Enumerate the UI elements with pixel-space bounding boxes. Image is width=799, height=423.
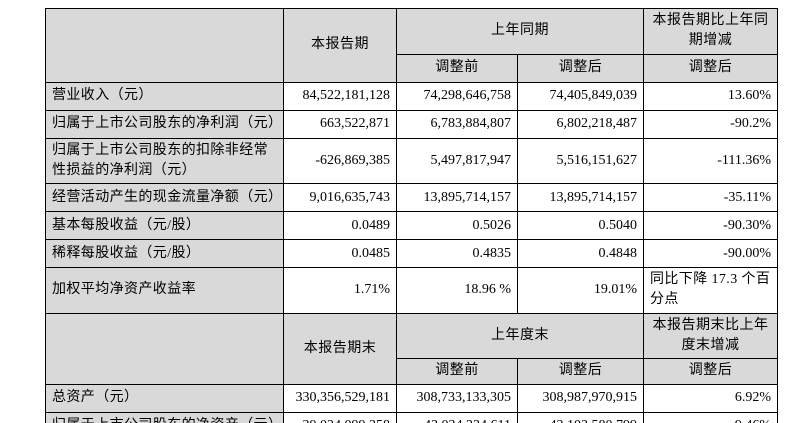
value-prior-after: 74,405,849,039 <box>517 81 644 111</box>
value-prior-before: 0.4835 <box>396 239 518 269</box>
metric-label: 归属于上市公司股东的扣除非经常性损益的净利润（元） <box>45 137 284 185</box>
value-current-period: -626,869,385 <box>283 137 397 185</box>
metric-label: 基本每股收益（元/股） <box>45 211 284 241</box>
metric-label: 经营活动产生的现金流量净额（元） <box>45 183 284 213</box>
value-prior-before: 13,895,714,157 <box>396 183 518 213</box>
value-current-period: 330,356,529,181 <box>283 383 397 413</box>
col-header-current-period-end: 本报告期末 <box>283 312 397 385</box>
metric-label: 稀释每股收益（元/股） <box>45 239 284 269</box>
value-change: -9.46% <box>643 411 778 423</box>
value-change: -90.2% <box>643 109 778 139</box>
value-prior-before: 74,298,646,758 <box>396 81 518 111</box>
value-prior-before: 43,034,234,611 <box>396 411 518 423</box>
value-change: -90.30% <box>643 211 778 241</box>
subheader-before-adjustment: 调整前 <box>396 53 518 83</box>
section2-header-row-2: 调整前 调整后 调整后 <box>46 358 778 385</box>
col-header-prior-period-group: 上年同期 <box>396 8 644 55</box>
value-change: -90.00% <box>643 239 778 269</box>
table-row-operating-cash-flow: 经营活动产生的现金流量净额（元） 9,016,635,743 13,895,71… <box>45 183 778 213</box>
metric-label: 总资产（元） <box>45 383 284 413</box>
table-row-revenue: 营业收入（元） 84,522,181,128 74,298,646,758 74… <box>45 81 778 111</box>
col-header-prior-year-end-group: 上年度末 <box>396 312 644 360</box>
metric-label: 归属于上市公司股东的净利润（元） <box>45 109 284 139</box>
value-prior-after: 13,895,714,157 <box>517 183 644 213</box>
value-change: 同比下降 17.3 个百分点 <box>643 267 778 314</box>
value-current-period: 0.0485 <box>283 239 397 269</box>
value-change: 6.92% <box>643 383 778 413</box>
table-row-total-assets: 总资产（元） 330,356,529,181 308,733,133,305 3… <box>45 383 778 413</box>
table-row-weighted-avg-roe: 加权平均净资产收益率 1.71% 18.96 % 19.01% 同比下降 17.… <box>45 267 778 314</box>
subheader-change-after-adjustment: 调整后 <box>643 358 778 385</box>
key-financials-table: 本报告期 上年同期 本报告期比上年同期增减 调整前 调整后 调整后 营业收入（元… <box>45 8 778 423</box>
section1-header-row-2: 调整前 调整后 调整后 <box>46 53 778 83</box>
value-prior-before: 5,497,817,947 <box>396 137 518 185</box>
metric-label: 营业收入（元） <box>45 81 284 111</box>
table-row-basic-eps: 基本每股收益（元/股） 0.0489 0.5026 0.5040 -90.30% <box>45 211 778 241</box>
value-current-period: 663,522,871 <box>283 109 397 139</box>
value-prior-after: 5,516,151,627 <box>517 137 644 185</box>
value-prior-after: 6,802,218,487 <box>517 109 644 139</box>
table-row-diluted-eps: 稀释每股收益（元/股） 0.0485 0.4835 0.4848 -90.00% <box>45 239 778 269</box>
table-row-net-profit: 归属于上市公司股东的净利润（元） 663,522,871 6,783,884,8… <box>45 109 778 139</box>
col-header-current-period: 本报告期 <box>283 8 397 83</box>
value-prior-before: 18.96 % <box>396 267 518 314</box>
value-prior-after: 43,103,580,799 <box>517 411 644 423</box>
table-row-net-assets: 归属于上市公司股东的净资产（元） 39,024,099,358 43,034,2… <box>45 411 778 423</box>
value-change: -35.11% <box>643 183 778 213</box>
value-prior-after: 19.01% <box>517 267 644 314</box>
subheader-before-adjustment: 调整前 <box>396 358 518 385</box>
table-row-net-profit-excl-nonrecurring: 归属于上市公司股东的扣除非经常性损益的净利润（元） -626,869,385 5… <box>45 137 778 185</box>
col-header-period-end-change: 本报告期末比上年度末增减 <box>643 312 778 360</box>
value-prior-before: 6,783,884,807 <box>396 109 518 139</box>
section2-corner-cell <box>45 312 284 385</box>
value-change: 13.60% <box>643 81 778 111</box>
value-current-period: 0.0489 <box>283 211 397 241</box>
section2-header-row-1: 本报告期末 上年度末 本报告期末比上年度末增减 <box>45 312 778 385</box>
value-prior-before: 0.5026 <box>396 211 518 241</box>
subheader-change-after-adjustment: 调整后 <box>643 53 778 83</box>
value-prior-after: 0.5040 <box>517 211 644 241</box>
value-change: -111.36% <box>643 137 778 185</box>
metric-label: 归属于上市公司股东的净资产（元） <box>45 411 284 423</box>
subheader-after-adjustment: 调整后 <box>517 358 644 385</box>
value-prior-before: 308,733,133,305 <box>396 383 518 413</box>
value-current-period: 1.71% <box>283 267 397 314</box>
value-prior-after: 0.4848 <box>517 239 644 269</box>
subheader-after-adjustment: 调整后 <box>517 53 644 83</box>
section1-corner-cell <box>45 8 284 83</box>
value-current-period: 39,024,099,358 <box>283 411 397 423</box>
section1-header-row-1: 本报告期 上年同期 本报告期比上年同期增减 <box>45 8 778 83</box>
value-current-period: 9,016,635,743 <box>283 183 397 213</box>
metric-label: 加权平均净资产收益率 <box>45 267 284 314</box>
value-current-period: 84,522,181,128 <box>283 81 397 111</box>
col-header-yoy-change: 本报告期比上年同期增减 <box>643 8 778 55</box>
value-prior-after: 308,987,970,915 <box>517 383 644 413</box>
